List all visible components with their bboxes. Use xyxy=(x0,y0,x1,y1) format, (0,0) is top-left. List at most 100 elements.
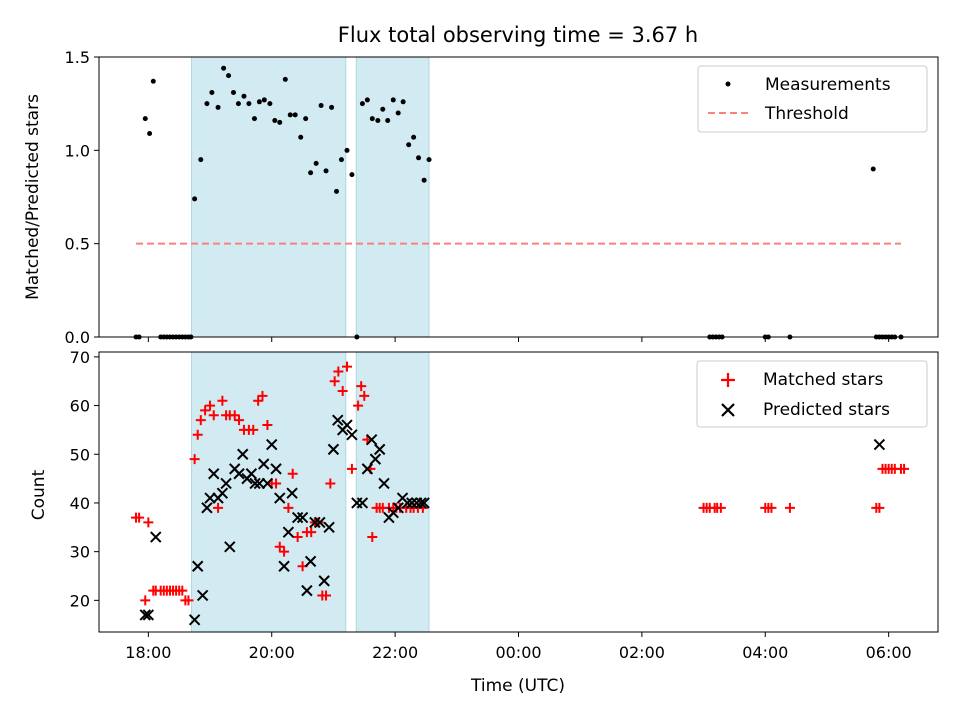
y-tick-label: 1.5 xyxy=(65,48,90,67)
measurement-point xyxy=(215,104,221,110)
predicted-star-point xyxy=(150,531,162,543)
measurement-point xyxy=(303,116,309,122)
predicted-star-point xyxy=(356,497,369,509)
matched-star-point xyxy=(287,468,298,479)
measurement-point xyxy=(246,101,252,107)
matched-star-point xyxy=(279,546,290,557)
y-tick-label: 1.0 xyxy=(65,141,90,160)
predicted-star-point xyxy=(208,468,220,480)
predicted-star-point xyxy=(309,516,321,529)
predicted-star-point xyxy=(188,614,201,626)
measurement-point xyxy=(192,196,198,202)
observing-window-2 xyxy=(355,351,430,633)
measurement-point xyxy=(318,103,324,109)
matched-star-point xyxy=(234,415,245,426)
measurement-point xyxy=(380,106,386,112)
count-y-ticks: 20 30 40 50 60 70 xyxy=(70,348,99,610)
ratio-y-axis-label: Matched/Predicted stars xyxy=(23,94,43,300)
matched-star-point xyxy=(346,463,357,474)
predicted-star-point xyxy=(270,463,282,475)
measurement-point xyxy=(400,99,406,105)
matched-star-point xyxy=(337,385,348,396)
predicted-star-point xyxy=(282,526,295,538)
predicted-star-point xyxy=(201,502,213,514)
matched-star-point xyxy=(262,420,273,431)
matched-star-point xyxy=(899,463,910,474)
y-tick-label: 60 xyxy=(70,397,90,416)
ratio-legend: Measurements Threshold xyxy=(697,65,928,133)
predicted-star-point xyxy=(301,584,313,597)
count-legend: Matched stars Predicted stars xyxy=(696,360,928,428)
measurement-point xyxy=(226,73,232,79)
legend-matched-marker xyxy=(721,373,735,387)
measurement-point xyxy=(375,117,381,123)
measurement-point xyxy=(209,89,215,95)
x-tick-label: 22:00 xyxy=(372,643,418,662)
measurement-point xyxy=(349,172,355,178)
measurement-point xyxy=(323,168,329,174)
y-tick-label: 40 xyxy=(70,494,90,513)
chart-title: Flux total observing time = 3.67 h xyxy=(338,23,698,47)
measurement-point xyxy=(406,142,412,148)
matched-star-point xyxy=(356,381,367,392)
measurement-point xyxy=(426,157,432,163)
matched-star-point xyxy=(177,585,188,596)
matched-star-point xyxy=(329,376,340,387)
predicted-star-point xyxy=(332,414,344,426)
matched-star-point xyxy=(367,532,378,543)
measurement-point xyxy=(272,117,278,123)
matched-star-point xyxy=(183,595,194,606)
measurement-point xyxy=(241,93,247,99)
matched-star-point xyxy=(306,527,317,538)
measurement-point xyxy=(344,147,350,153)
predicted-star-point xyxy=(392,502,404,514)
legend-predicted-label: Predicted stars xyxy=(763,400,890,420)
predicted-star-point xyxy=(304,555,317,568)
measurement-point xyxy=(421,177,427,183)
measurement-point xyxy=(287,112,293,118)
measurement-point xyxy=(359,101,365,107)
y-tick-label: 20 xyxy=(70,591,90,610)
predicted-star-point xyxy=(873,438,886,451)
predicted-star-point xyxy=(286,487,298,499)
measurement-point xyxy=(329,104,335,110)
predicted-star-point xyxy=(373,443,386,456)
measurement-point xyxy=(364,97,370,103)
matched-star-point xyxy=(353,400,364,411)
predicted-star-point xyxy=(196,589,209,602)
measurement-point xyxy=(198,157,204,163)
y-tick-label: 70 xyxy=(70,348,90,367)
matched-star-point xyxy=(217,395,228,406)
predicted-star-point xyxy=(233,468,245,480)
matched-star-point xyxy=(341,361,352,372)
count-panel: 20 30 40 50 60 70 18:00 20:00 22:00 00:00 02:00 04… xyxy=(29,348,939,696)
predicted-star-point xyxy=(191,560,204,572)
measurement-point xyxy=(230,89,236,95)
measurement-point xyxy=(142,116,148,122)
y-tick-label: 0.0 xyxy=(65,328,90,347)
measurement-point xyxy=(261,97,267,103)
legend-matched-label: Matched stars xyxy=(763,370,883,390)
predicted-star-point xyxy=(291,511,304,524)
ratio-panel: 0.0 0.5 1.0 1.5 Flux total observing time =… xyxy=(23,23,939,347)
x-tick-label: 06:00 xyxy=(866,643,912,662)
count-y-axis-label: Count xyxy=(29,469,49,520)
measurement-point xyxy=(292,112,298,118)
matched-star-point xyxy=(321,590,332,601)
measurement-point xyxy=(147,131,153,137)
predicted-star-point xyxy=(323,521,335,534)
matched-star-point xyxy=(715,502,726,513)
predicted-star-point xyxy=(418,497,430,509)
measurement-point xyxy=(251,116,257,122)
predicted-star-point xyxy=(327,443,340,456)
predicted-star-point xyxy=(415,497,427,509)
predicted-star-point xyxy=(216,487,229,499)
measurement-point xyxy=(334,188,340,194)
matched-star-point xyxy=(195,415,206,426)
predicted-star-point xyxy=(318,575,330,587)
measurement-point xyxy=(235,101,241,107)
predicted-star-point xyxy=(346,429,358,441)
ratio-x-ticks xyxy=(147,337,890,342)
predicted-star-point xyxy=(139,609,151,621)
matched-star-point xyxy=(257,390,268,401)
